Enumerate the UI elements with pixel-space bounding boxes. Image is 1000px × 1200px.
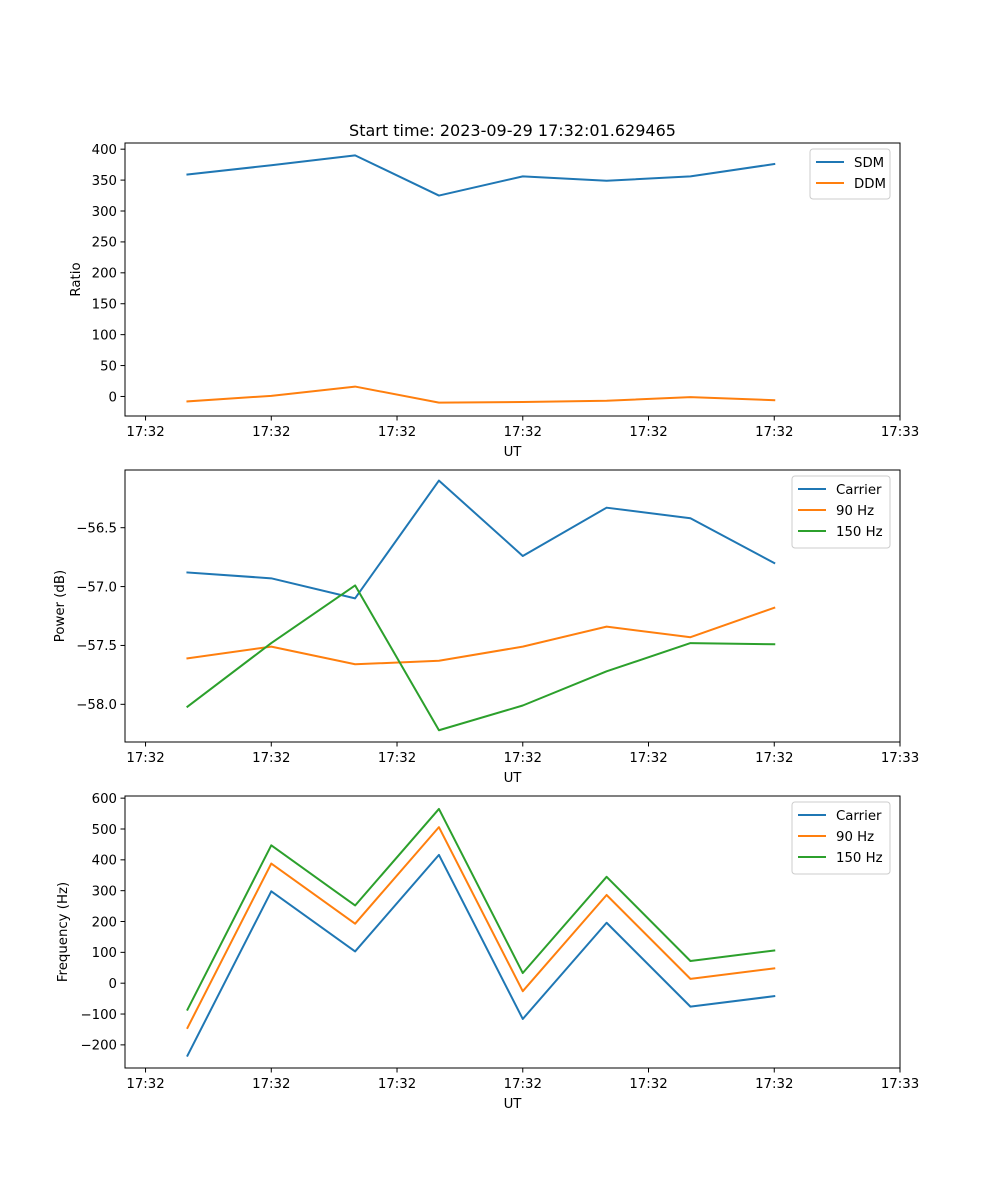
- y-tick-label: 200: [92, 915, 117, 930]
- legend-label: Carrier: [836, 809, 882, 824]
- y-tick-label: −57.5: [76, 639, 117, 654]
- axes-frame: [124, 142, 901, 417]
- x-tick-label: 17:32: [629, 1077, 667, 1092]
- legend-label: SDM: [854, 156, 884, 171]
- x-tick-label: 17:33: [881, 1077, 919, 1092]
- series-line-90-hz: [186, 606, 776, 666]
- x-tick-label: 17:32: [629, 751, 667, 766]
- series-line-ddm: [186, 385, 776, 404]
- y-tick-label: 0: [109, 390, 117, 405]
- y-tick-label: −200: [80, 1039, 117, 1054]
- figure-title: Start time: 2023-09-29 17:32:01.629465: [349, 121, 676, 140]
- chart-panel-1: 17:32 17:32 17:32 17:32 17:32 17:32 17:33 0 50 10…: [69, 142, 919, 460]
- x-tick-label: 17:32: [126, 1077, 164, 1092]
- y-tick-label: 300: [92, 205, 117, 220]
- series-line-carrier: [186, 479, 776, 600]
- x-tick-label: 17:32: [126, 425, 164, 440]
- y-tick-label: 50: [100, 359, 117, 374]
- legend-label: 150 Hz: [836, 851, 883, 866]
- x-tick-label: 17:32: [629, 425, 667, 440]
- x-tick-label: 17:32: [378, 751, 416, 766]
- axes-frame: [124, 795, 901, 1069]
- x-tick-label: 17:32: [504, 1077, 542, 1092]
- series-line-150-hz: [186, 807, 776, 1012]
- y-axis-label: Frequency (Hz): [56, 882, 71, 982]
- y-tick-label: 100: [92, 946, 117, 961]
- x-tick-label: 17:32: [755, 425, 793, 440]
- legend-label: 150 Hz: [836, 525, 883, 540]
- y-tick-label: −57.0: [76, 580, 117, 595]
- y-tick-label: 250: [92, 236, 117, 251]
- x-axis-label: UT: [504, 771, 523, 786]
- legend-label: 90 Hz: [836, 504, 874, 519]
- x-tick-label: 17:32: [252, 1077, 290, 1092]
- y-tick-label: 150: [92, 298, 117, 313]
- y-tick-label: 300: [92, 884, 117, 899]
- y-tick-label: 600: [92, 792, 117, 807]
- y-axis-label: Power (dB): [53, 570, 68, 642]
- y-tick-label: 350: [92, 174, 117, 189]
- legend: Carrier 90 Hz 150 Hz: [791, 475, 891, 549]
- legend-label: Carrier: [836, 483, 882, 498]
- y-tick-label: 0: [109, 977, 117, 992]
- legend: SDM DDM: [809, 148, 891, 200]
- legend-label: DDM: [854, 177, 886, 192]
- chart-panel-2: 17:32 17:32 17:32 17:32 17:32 17:32 17:33 −58.0…: [53, 469, 919, 786]
- y-tick-label: 400: [92, 143, 117, 158]
- x-tick-label: 17:32: [504, 425, 542, 440]
- x-tick-label: 17:32: [755, 751, 793, 766]
- legend: Carrier 90 Hz 150 Hz: [791, 801, 891, 875]
- y-tick-label: −100: [80, 1008, 117, 1023]
- x-tick-label: 17:32: [252, 425, 290, 440]
- x-axis-label: UT: [504, 445, 523, 460]
- chart-panel-3: 17:32 17:32 17:32 17:32 17:32 17:32 17:33 −200 −…: [56, 792, 919, 1112]
- series-line-sdm: [186, 154, 776, 197]
- x-tick-label: 17:32: [755, 1077, 793, 1092]
- y-tick-label: −58.0: [76, 698, 117, 713]
- y-tick-label: 200: [92, 267, 117, 282]
- y-tick-label: 400: [92, 854, 117, 869]
- x-tick-label: 17:32: [252, 751, 290, 766]
- legend-label: 90 Hz: [836, 830, 874, 845]
- x-tick-label: 17:32: [378, 1077, 416, 1092]
- axes-frame: [124, 469, 901, 743]
- x-tick-label: 17:32: [126, 751, 164, 766]
- x-tick-label: 17:32: [504, 751, 542, 766]
- x-axis-label: UT: [504, 1097, 523, 1112]
- y-tick-label: −56.5: [76, 521, 117, 536]
- x-tick-label: 17:33: [881, 751, 919, 766]
- x-tick-label: 17:33: [881, 425, 919, 440]
- y-tick-label: 500: [92, 823, 117, 838]
- y-axis-label: Ratio: [69, 262, 84, 296]
- series-line-90-hz: [186, 826, 776, 1030]
- series-line-150-hz: [186, 584, 776, 732]
- y-tick-label: 100: [92, 328, 117, 343]
- series-line-carrier: [186, 853, 776, 1058]
- x-tick-label: 17:32: [378, 425, 416, 440]
